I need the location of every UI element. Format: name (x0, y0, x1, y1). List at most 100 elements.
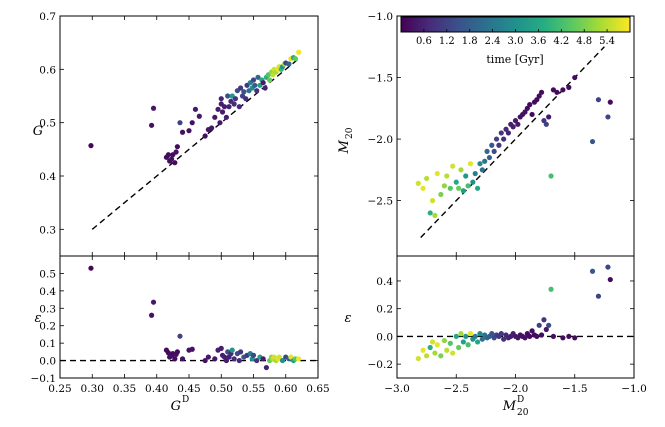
data-point (589, 138, 596, 145)
data-point (463, 173, 469, 179)
m20-xlabel-sub: 20 (517, 408, 529, 418)
y-tick-label: 0.4 (39, 171, 56, 183)
data-point (541, 317, 547, 323)
data-point (474, 185, 481, 191)
m20-ylabel-main: M (337, 139, 352, 154)
data-point (279, 357, 286, 364)
data-point (474, 339, 481, 345)
m20-ylabel-sub: 20 (345, 127, 355, 139)
data-point (174, 144, 180, 150)
data-point (456, 185, 462, 191)
axes-frame (396, 255, 635, 379)
data-point (450, 163, 456, 169)
data-point (522, 335, 528, 341)
data-point (208, 125, 215, 131)
data-point (179, 356, 186, 362)
data-point (472, 170, 478, 177)
data-point (88, 265, 94, 271)
data-point (479, 336, 485, 342)
y-tick-label: 0.4 (39, 286, 56, 298)
data-point (215, 106, 221, 112)
x-tick-label: 0.40 (145, 383, 168, 395)
data-point (607, 99, 613, 105)
y-tick-label: −0.2 (368, 359, 394, 371)
data-point (489, 142, 495, 148)
data-point (510, 124, 516, 130)
data-point (472, 333, 478, 340)
data-point (219, 109, 226, 115)
g-top-panel: 0.3 0.4 0.5 0.6 0.7 (39, 11, 319, 257)
data-point (260, 80, 266, 86)
data-point (589, 268, 596, 274)
data-point (482, 158, 488, 164)
data-point (447, 185, 453, 191)
data-point (223, 114, 230, 120)
data-point (424, 353, 430, 359)
data-point (202, 133, 208, 139)
data-point (438, 353, 444, 359)
y-tick-label: 0.7 (39, 11, 56, 23)
data-point (477, 161, 483, 167)
data-point (88, 143, 94, 149)
colorbar-tick-label: 0.6 (416, 36, 432, 47)
data-point (460, 188, 466, 194)
data-point (546, 322, 552, 328)
data-point (179, 129, 186, 135)
data-point (172, 356, 178, 362)
y-tick-label: 0.3 (39, 224, 56, 236)
y-tick-label: −1.5 (368, 73, 394, 85)
data-point (192, 106, 199, 112)
data-point (546, 114, 552, 120)
colorbar-tick-label: 2.4 (485, 36, 501, 47)
colorbar-tick-label: 5.4 (599, 36, 615, 47)
data-point (541, 118, 547, 124)
data-point (173, 149, 179, 155)
colorbar-tick-label: 3.0 (508, 36, 524, 47)
data-point (572, 335, 578, 341)
m20-bottom-panel: −0.2 0.0 0.2 0.4 −3.0 −2.5 −2.0 −1.5 −1.0 (368, 255, 647, 395)
data-point (441, 183, 447, 189)
data-point (254, 88, 260, 94)
m20-top-panel: −1.0 −1.5 −2.0 −2.5 (368, 11, 635, 257)
data-point (512, 118, 519, 124)
data-point (189, 346, 195, 352)
data-point (467, 161, 474, 167)
colorbar-tick-label: 1.8 (462, 36, 478, 47)
data-point (148, 312, 155, 318)
data-point (447, 340, 453, 346)
x-tick-label: 0.65 (306, 383, 329, 395)
data-point (458, 167, 464, 173)
data-point (225, 93, 231, 99)
data-point (453, 333, 459, 340)
data-point (267, 77, 273, 83)
data-point (444, 173, 450, 179)
y-tick-label: 0.5 (39, 118, 56, 130)
data-point (238, 349, 244, 355)
data-point (232, 96, 239, 102)
x-tick-label: 0.45 (177, 383, 200, 395)
data-point (427, 344, 433, 351)
data-point (489, 331, 495, 337)
data-point (460, 339, 466, 345)
data-point (491, 148, 497, 154)
data-point (165, 152, 171, 158)
data-point (429, 198, 436, 204)
y-tick-label: 0.1 (39, 338, 56, 350)
data-point (529, 111, 535, 118)
data-point (529, 328, 535, 334)
data-point (229, 347, 235, 353)
data-point (566, 333, 572, 340)
data-point (260, 356, 266, 362)
data-point (524, 105, 530, 111)
y-tick-label: −1.0 (368, 11, 394, 23)
data-point (527, 102, 533, 108)
m20-top-ylabel: M 20 (337, 127, 355, 154)
data-point (463, 333, 469, 340)
y-tick-label: 0.4 (376, 276, 393, 288)
data-point (505, 130, 511, 136)
data-point (486, 154, 493, 161)
data-point (177, 120, 183, 126)
colorbar: 0.6 1.2 1.8 2.4 3.0 3.6 4.2 4.8 5.4 time [Gyr] (400, 16, 631, 66)
data-point (450, 350, 456, 356)
